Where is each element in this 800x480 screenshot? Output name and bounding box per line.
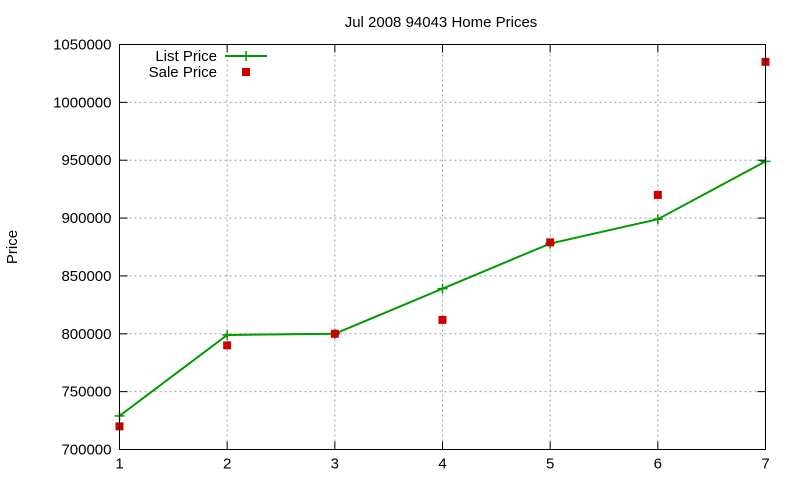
y-tick-label: 900000 <box>61 210 111 227</box>
series-layer <box>114 57 771 431</box>
ticks-layer: 700000 750000 800000 850000 900000 950000 1000… <box>53 37 770 473</box>
x-tick-label: 6 <box>654 456 662 473</box>
y-tick-label: 850000 <box>61 268 111 285</box>
chart-title: Jul 2008 94043 Home Prices <box>345 14 538 31</box>
x-tick-label: 2 <box>223 456 231 473</box>
x-tick-label: 1 <box>115 456 123 473</box>
y-tick-label: 800000 <box>61 326 111 343</box>
plot-frame <box>119 44 766 450</box>
y-tick-label: 700000 <box>61 442 111 459</box>
list-price-point <box>437 283 448 294</box>
sale-price-point <box>546 238 555 247</box>
legend-label-list-price: List Price <box>155 48 217 65</box>
x-tick-label: 4 <box>438 456 446 473</box>
list-price-point <box>652 214 663 225</box>
y-tick-label: 750000 <box>61 384 111 401</box>
y-tick-label: 1000000 <box>53 94 111 111</box>
sale-price-point <box>330 329 339 338</box>
legend-marker-list-price <box>241 51 251 61</box>
grid-layer <box>119 44 766 450</box>
x-tick-label: 7 <box>761 456 769 473</box>
x-tick-label: 3 <box>331 456 339 473</box>
y-axis-label: Price <box>4 230 21 264</box>
y-tick-label: 950000 <box>61 152 111 169</box>
legend-label-sale-price: Sale Price <box>149 64 217 81</box>
list-price-point <box>222 329 233 340</box>
legend-swatch-sale-price <box>242 68 250 76</box>
sale-price-point <box>653 190 662 199</box>
y-tick-label: 1050000 <box>53 37 111 54</box>
x-tick-label: 5 <box>546 456 554 473</box>
sale-price-point <box>223 341 232 350</box>
sale-price-point <box>438 315 447 324</box>
